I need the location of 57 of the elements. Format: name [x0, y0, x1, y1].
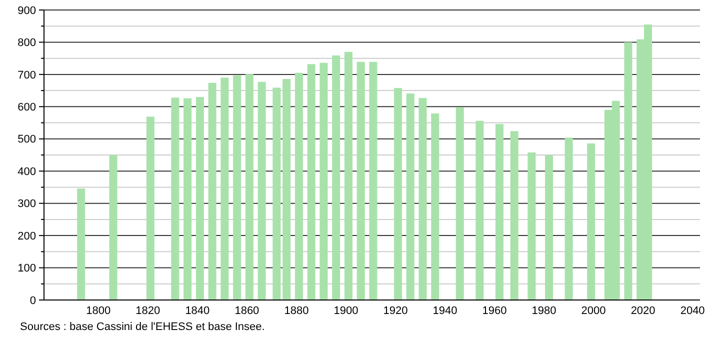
bar	[272, 88, 281, 300]
bar	[307, 64, 316, 300]
y-tick-label: 100	[18, 262, 36, 275]
bar	[564, 138, 573, 300]
source-note: Sources : base Cassini de l'EHESS et base Insee.	[20, 321, 265, 333]
x-tick-label: 1900	[334, 305, 358, 317]
x-tick-label: 1980	[532, 305, 556, 317]
bar	[146, 116, 154, 300]
bar	[109, 155, 118, 300]
bar	[356, 62, 365, 300]
bar	[220, 78, 229, 300]
y-tick-label: 0	[30, 294, 36, 307]
bar	[233, 75, 242, 300]
bar	[171, 98, 180, 300]
bar	[510, 131, 518, 300]
bar	[476, 120, 484, 300]
x-tick-label: 1860	[234, 305, 260, 317]
bar	[184, 98, 192, 300]
bar	[282, 78, 291, 300]
bar	[528, 152, 536, 300]
y-tick-label: 700	[18, 69, 36, 82]
x-tick-label: 2000	[581, 305, 606, 317]
bar	[456, 107, 464, 300]
x-tick-label: 1940	[432, 305, 458, 317]
bar	[245, 74, 254, 300]
bar	[332, 55, 340, 300]
y-tick-label: 500	[18, 134, 36, 146]
bar	[394, 88, 402, 300]
bar	[258, 82, 266, 300]
x-tick-label: 2040	[680, 305, 705, 317]
x-tick-label: 2020	[630, 305, 656, 317]
x-tick-label: 1800	[86, 305, 111, 317]
bar	[418, 98, 427, 300]
bar	[208, 82, 216, 300]
y-tick-label: 600	[18, 102, 36, 114]
y-tick-label: 200	[18, 230, 36, 242]
bar	[320, 62, 328, 300]
x-tick-label: 1880	[284, 305, 309, 317]
bar	[369, 62, 378, 300]
x-tick-label: 1960	[482, 305, 507, 317]
y-tick-label: 400	[18, 166, 36, 178]
bar	[406, 93, 414, 300]
x-tick-label: 1920	[383, 305, 408, 317]
bar	[196, 97, 204, 300]
bar	[587, 143, 596, 300]
bar	[544, 155, 553, 300]
x-tick-label: 1820	[136, 305, 160, 317]
y-tick-label: 900	[18, 4, 36, 17]
bar	[431, 113, 440, 300]
bar	[77, 188, 86, 300]
x-tick-label: 1840	[185, 305, 210, 317]
bar	[344, 52, 352, 300]
bar	[495, 124, 504, 300]
y-tick-label: 300	[18, 198, 36, 210]
bar	[624, 42, 632, 300]
y-tick-label: 800	[18, 37, 36, 50]
bar	[294, 72, 303, 300]
